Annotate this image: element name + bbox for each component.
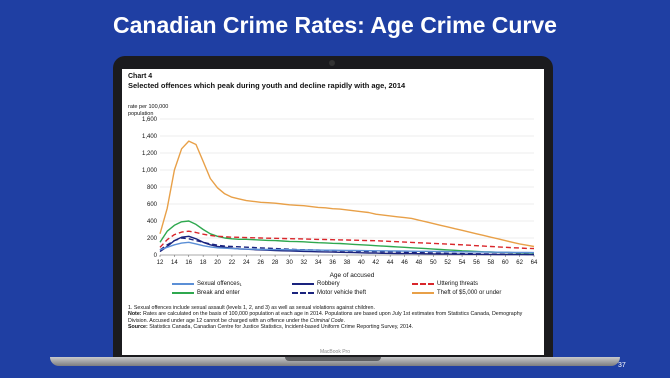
x-tick-label: 18 — [200, 260, 207, 266]
laptop-screen-frame: Chart 4 Selected offences which peak dur… — [113, 56, 553, 360]
x-tick-label: 42 — [372, 260, 379, 266]
y-tick-label: 1,200 — [142, 151, 158, 157]
chart-notes: 1. Sexual offences include sexual assaul… — [128, 305, 540, 331]
legend-item-break-and-enter: Break and enter — [172, 290, 240, 296]
legend-item-uttering-threats: Uttering threats — [412, 281, 478, 287]
source-text: Statistics Canada, Canadian Centre for J… — [149, 324, 414, 331]
series-line-theft-of-5-000-or-under — [159, 140, 535, 248]
x-tick-label: 26 — [257, 260, 264, 266]
x-tick-label: 46 — [401, 260, 408, 266]
x-tick-label: 28 — [272, 260, 279, 266]
slide-title: Canadian Crime Rates: Age Crime Curve — [113, 12, 557, 38]
x-tick-label: 20 — [214, 260, 221, 266]
legend-swatch — [412, 283, 434, 285]
x-axis-label: Age of accused — [330, 272, 375, 279]
series-line-break-and-enter — [159, 220, 535, 254]
y-tick-label: 1,400 — [142, 134, 158, 140]
legend-swatch — [172, 292, 194, 294]
x-tick-label: 48 — [416, 260, 423, 266]
x-tick-label: 24 — [243, 260, 250, 266]
y-tick-label: 800 — [147, 185, 158, 191]
legend-swatch — [412, 292, 434, 294]
legend-item-robbery: Robbery — [292, 281, 340, 287]
y-tick-label: 600 — [147, 202, 158, 208]
x-tick-label: 12 — [157, 260, 164, 266]
x-tick-label: 54 — [459, 260, 466, 266]
footnote-1: 1. Sexual offences include sexual assaul… — [128, 305, 375, 311]
legend-label: Motor vehicle theft — [317, 290, 367, 296]
x-tick-label: 64 — [531, 260, 538, 266]
camera-icon — [329, 60, 335, 66]
y-axis-unit-label: rate per 100,000 population — [128, 104, 169, 117]
x-tick-label: 56 — [473, 260, 480, 266]
x-tick-label: 22 — [229, 260, 236, 266]
legend-label: Robbery — [317, 281, 340, 287]
laptop-base-notch — [285, 357, 381, 361]
x-tick-label: 30 — [286, 260, 293, 266]
x-tick-label: 40 — [358, 260, 365, 266]
source-paragraph: Source: Statistics Canada, Canadian Cent… — [128, 324, 540, 330]
x-tick-label: 44 — [387, 260, 394, 266]
legend-label: Break and enter — [197, 290, 240, 296]
y-tick-label: 1,000 — [142, 168, 158, 174]
note-label: Note: — [128, 311, 142, 318]
note-paragraph: Note: Rates are calculated on the basis … — [128, 311, 540, 324]
note-text: Rates are calculated on the basis of 100… — [128, 311, 523, 324]
x-tick-label: 14 — [171, 260, 178, 266]
x-tick-label: 60 — [502, 260, 509, 266]
y-tick-labels: 0 200 400 600 800 1,000 1,200 1,400 1,600 — [142, 117, 158, 259]
chart-title: Selected offences which peak during yout… — [128, 81, 406, 90]
note-end: . — [343, 317, 345, 324]
legend-swatch — [292, 283, 314, 285]
x-tick-label: 38 — [344, 260, 351, 266]
legend-label: Sexual offences — [197, 281, 240, 287]
y-tick-label: 1,600 — [142, 117, 158, 123]
legend-swatch — [172, 283, 194, 285]
legend-label: Theft of $5,000 or under — [437, 290, 502, 296]
x-tick-label: 34 — [315, 260, 322, 266]
chart-screen: Chart 4 Selected offences which peak dur… — [122, 69, 544, 355]
legend-label: Uttering threats — [437, 281, 479, 287]
x-tick-label: 58 — [488, 260, 495, 266]
x-tick-label: 36 — [329, 260, 336, 266]
legend-item-theft-of-5-000-or-under: Theft of $5,000 or under — [412, 290, 501, 296]
x-tick-label: 50 — [430, 260, 437, 266]
x-tick-label: 62 — [516, 260, 523, 266]
laptop-base — [50, 357, 620, 366]
laptop-label: MacBook Pro — [319, 349, 350, 355]
page-number: 37 — [618, 362, 626, 369]
note-italic: Criminal Code — [309, 317, 344, 324]
source-label: Source: — [128, 324, 148, 331]
series-line-uttering-threats — [159, 230, 535, 250]
line-chart: 0 200 400 600 800 1,000 1,200 1,400 1,600 12 14 16… — [142, 117, 538, 279]
x-tick-labels: 12 14 16 18 20 22 24 26 28 30 32 34 36 38 40 42 44 46 48 50… — [157, 260, 538, 266]
y-tick-label: 200 — [147, 236, 158, 242]
series-line-robbery — [159, 235, 535, 256]
series-line-sexual-offences — [159, 241, 535, 254]
legend-footnote-marker: 1 — [239, 281, 242, 287]
chart-label: Chart 4 — [128, 73, 153, 80]
chart-legend: Sexual offences 1 Robbery Uttering threats B… — [172, 281, 542, 301]
y-tick-label: 0 — [154, 253, 158, 259]
y-tick-label: 400 — [147, 219, 158, 225]
x-tick-label: 32 — [301, 260, 308, 266]
legend-swatch — [292, 292, 314, 294]
series-lines — [159, 140, 535, 256]
grid-lines — [159, 118, 535, 257]
x-tick-label: 16 — [185, 260, 192, 266]
legend-item-motor-vehicle-theft: Motor vehicle theft — [292, 290, 366, 296]
legend-item-sexual-offences: Sexual offences 1 — [172, 281, 242, 287]
x-tick-label: 52 — [444, 260, 451, 266]
